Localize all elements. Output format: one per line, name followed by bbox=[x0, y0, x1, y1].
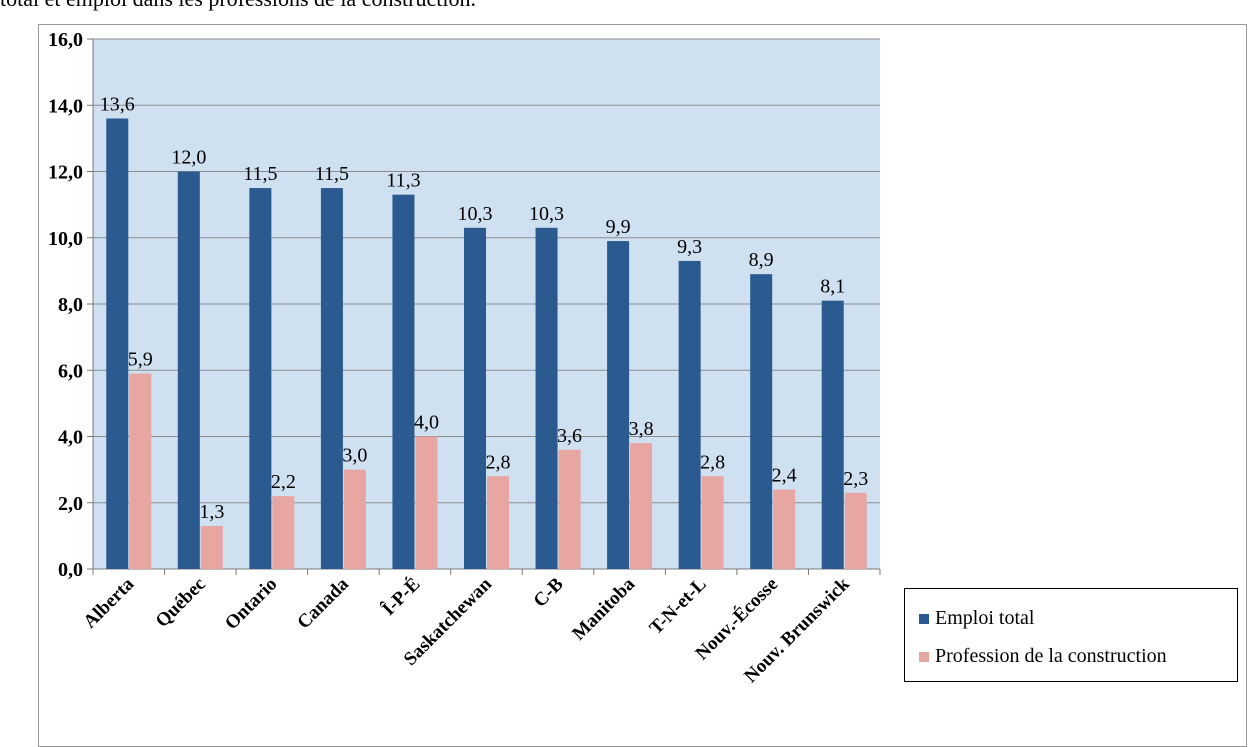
legend-swatch-series-2 bbox=[919, 651, 929, 662]
data-label: 2,4 bbox=[772, 465, 797, 487]
data-label: 3,6 bbox=[557, 425, 582, 447]
data-label: 1,3 bbox=[199, 501, 224, 523]
legend-item-series-2: Profession de la construction bbox=[919, 645, 1167, 668]
bar-emploi-total bbox=[320, 188, 343, 569]
bar-emploi-total bbox=[607, 241, 630, 569]
data-label: 2,8 bbox=[700, 451, 725, 473]
bar-profession-construction bbox=[272, 496, 295, 569]
bar-emploi-total bbox=[177, 171, 200, 569]
x-tick-label: Alberta bbox=[79, 573, 138, 632]
x-tick-label: Québec bbox=[152, 574, 210, 632]
bar-emploi-total bbox=[392, 194, 415, 569]
chart-legend: Emploi total Profession de la constructi… bbox=[904, 588, 1238, 682]
legend-label-series-2: Profession de la construction bbox=[935, 645, 1167, 667]
bar-profession-construction bbox=[844, 492, 867, 569]
bar-profession-construction bbox=[773, 489, 796, 569]
data-label: 11,5 bbox=[315, 163, 349, 185]
bar-emploi-total bbox=[106, 118, 129, 569]
legend-label-series-1: Emploi total bbox=[935, 607, 1035, 629]
bar-emploi-total bbox=[821, 300, 844, 569]
data-label: 10,3 bbox=[529, 203, 564, 225]
y-tick-label: 2,0 bbox=[58, 493, 83, 515]
data-label: 9,3 bbox=[677, 236, 702, 258]
data-label: 8,1 bbox=[820, 276, 845, 298]
y-tick-label: 10,0 bbox=[48, 228, 83, 250]
y-tick-label: 12,0 bbox=[48, 162, 83, 184]
data-label: 3,0 bbox=[342, 445, 367, 467]
y-tick-label: 14,0 bbox=[48, 95, 83, 117]
bar-emploi-total bbox=[249, 188, 272, 569]
bar-profession-construction bbox=[200, 525, 223, 569]
legend-swatch-series-1 bbox=[919, 613, 929, 624]
bar-emploi-total bbox=[678, 260, 701, 569]
data-label: 13,6 bbox=[100, 94, 135, 116]
bar-emploi-total bbox=[535, 227, 558, 569]
data-label: 3,8 bbox=[629, 418, 654, 440]
data-label: 2,3 bbox=[843, 468, 868, 490]
x-tick-label: Î-P-É bbox=[378, 573, 425, 620]
data-label: 5,9 bbox=[128, 349, 153, 371]
data-label: 10,3 bbox=[458, 203, 493, 225]
data-label: 12,0 bbox=[171, 147, 206, 169]
y-tick-label: 4,0 bbox=[58, 427, 83, 449]
bar-profession-construction bbox=[129, 373, 152, 569]
data-label: 2,2 bbox=[271, 471, 296, 493]
y-tick-label: 0,0 bbox=[58, 559, 83, 581]
bar-emploi-total bbox=[464, 227, 486, 569]
data-label: 11,5 bbox=[243, 163, 277, 185]
bar-profession-construction bbox=[343, 469, 366, 569]
x-tick-label: Ontario bbox=[221, 574, 281, 634]
bar-profession-construction bbox=[487, 476, 509, 569]
y-tick-label: 16,0 bbox=[48, 29, 83, 51]
bar-emploi-total bbox=[750, 274, 773, 569]
bar-profession-construction bbox=[630, 443, 653, 569]
x-tick-label: T-N-et-L bbox=[646, 574, 711, 639]
bar-profession-construction bbox=[558, 449, 581, 569]
bar-profession-construction bbox=[701, 476, 724, 569]
data-label: 8,9 bbox=[749, 249, 774, 271]
data-label: 9,9 bbox=[606, 216, 631, 238]
x-tick-label: Manitoba bbox=[568, 573, 639, 644]
y-tick-label: 6,0 bbox=[58, 360, 83, 382]
chart-caption: total et emploi dans les professions de … bbox=[0, 0, 1249, 12]
data-label: 2,8 bbox=[486, 451, 511, 473]
y-tick-label: 8,0 bbox=[58, 294, 83, 316]
bar-profession-construction bbox=[415, 436, 438, 569]
x-tick-label: C-B bbox=[530, 573, 568, 611]
data-label: 4,0 bbox=[414, 412, 439, 434]
data-label: 11,3 bbox=[386, 170, 420, 192]
x-tick-label: Canada bbox=[293, 573, 353, 633]
legend-item-series-1: Emploi total bbox=[919, 607, 1034, 630]
